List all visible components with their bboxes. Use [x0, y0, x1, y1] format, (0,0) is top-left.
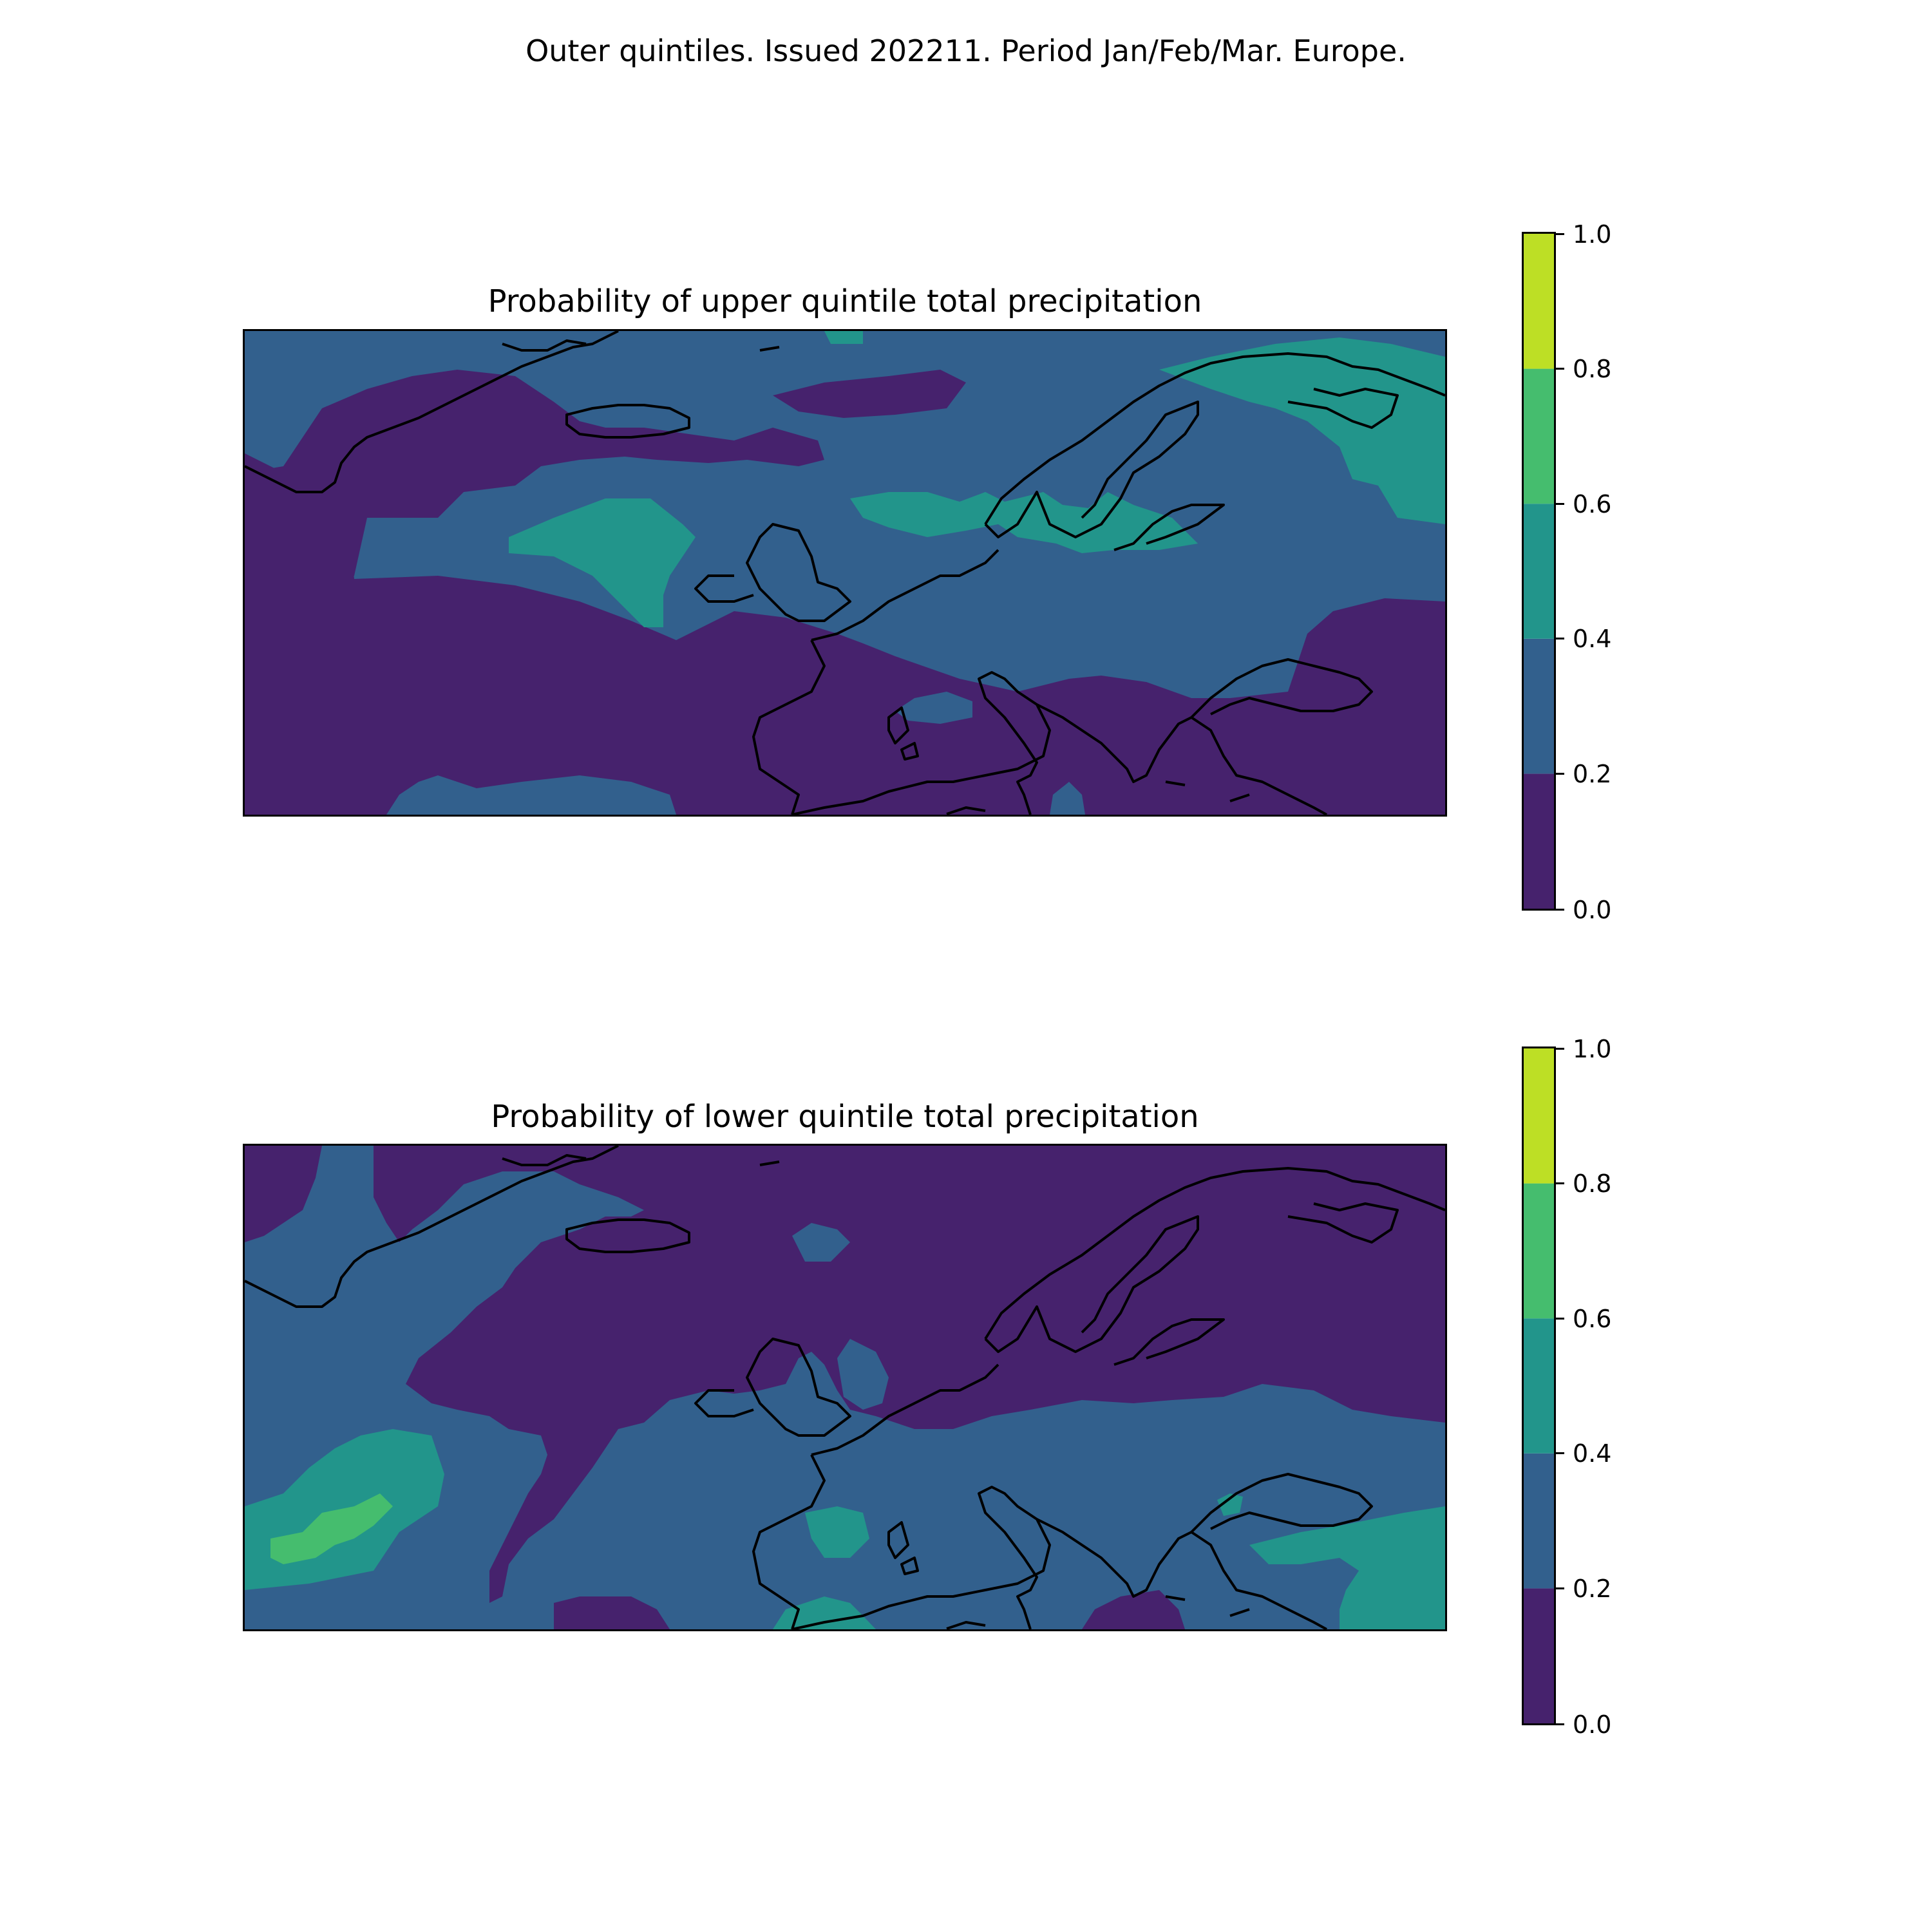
lower-quintile-map — [243, 1144, 1447, 1631]
upper-tick-0 — [1554, 909, 1564, 911]
lower-tick-5 — [1554, 1048, 1564, 1050]
lower-tick-label-4: 0.8 — [1573, 1170, 1612, 1198]
lower-class-2-turkey — [1249, 1506, 1445, 1629]
lower-class-1-faroe — [792, 1223, 850, 1262]
lower-tick-2 — [1554, 1452, 1564, 1454]
lower-panel-title: Probability of lower quintile total prec… — [491, 1099, 1199, 1135]
upper-tick-label-3: 0.6 — [1573, 490, 1612, 518]
upper-coastlines — [245, 331, 1445, 815]
lower-cbar-seg-1 — [1524, 1453, 1554, 1589]
lower-tick-label-3: 0.6 — [1573, 1305, 1612, 1333]
lower-cbar-seg-2 — [1524, 1318, 1554, 1454]
upper-colorbar — [1522, 232, 1556, 911]
upper-cbar-seg-3 — [1524, 368, 1554, 504]
lower-tick-label-5: 1.0 — [1573, 1035, 1612, 1063]
upper-panel-title: Probability of upper quintile total prec… — [488, 283, 1202, 319]
upper-tick-2 — [1554, 638, 1564, 639]
lower-class-0-south — [554, 1596, 670, 1629]
upper-cbar-seg-4 — [1524, 234, 1554, 369]
lower-class-3-atlantic-core — [270, 1493, 393, 1564]
upper-tick-1 — [1554, 773, 1564, 775]
lower-cbar-seg-0 — [1524, 1588, 1554, 1723]
upper-class-2-northeast — [1159, 337, 1445, 524]
lower-tick-4 — [1554, 1182, 1564, 1184]
lower-cbar-seg-3 — [1524, 1183, 1554, 1319]
upper-class-1-italy — [895, 692, 972, 724]
lower-class-1-uk — [837, 1339, 889, 1410]
upper-class-2-atlantic — [509, 498, 696, 627]
lower-class-0-north — [374, 1146, 1445, 1603]
lower-class-2-north-africa — [773, 1596, 876, 1629]
upper-cbar-seg-0 — [1524, 773, 1554, 909]
lower-class-0-east — [1082, 1590, 1185, 1629]
upper-class-1-adriatic — [1050, 782, 1085, 815]
figure-title: Outer quintiles. Issued 202211. Period J… — [526, 33, 1406, 68]
upper-class-0-norwegian-sea — [773, 370, 966, 418]
lower-tick-1 — [1554, 1587, 1564, 1589]
upper-tick-label-4: 0.8 — [1573, 355, 1612, 383]
upper-class-2-north-sea — [850, 492, 1198, 553]
lower-class-0-greenland-edge — [245, 1146, 322, 1242]
upper-class-2-small-north — [824, 331, 863, 344]
upper-tick-label-5: 1.0 — [1573, 220, 1612, 249]
lower-tick-label-1: 0.2 — [1573, 1575, 1612, 1603]
upper-class-0-greenland — [245, 370, 824, 576]
lower-colorbar — [1522, 1046, 1556, 1725]
lower-class-2-balkans — [1217, 1493, 1243, 1516]
upper-tick-4 — [1554, 368, 1564, 370]
lower-class-2-gibraltar — [805, 1506, 869, 1558]
upper-tick-label-0: 0.0 — [1573, 896, 1612, 924]
upper-tick-3 — [1554, 503, 1564, 505]
lower-cbar-seg-4 — [1524, 1048, 1554, 1184]
upper-tick-label-2: 0.4 — [1573, 625, 1612, 653]
upper-cbar-seg-2 — [1524, 504, 1554, 639]
upper-class-1-south — [386, 775, 676, 815]
upper-tick-5 — [1554, 233, 1564, 235]
lower-tick-label-2: 0.4 — [1573, 1439, 1612, 1468]
lower-tick-label-0: 0.0 — [1573, 1710, 1612, 1739]
lower-coastlines — [245, 1146, 1445, 1629]
upper-cbar-seg-1 — [1524, 638, 1554, 774]
upper-quintile-map — [243, 329, 1447, 817]
lower-tick-3 — [1554, 1318, 1564, 1320]
lower-tick-0 — [1554, 1723, 1564, 1725]
upper-tick-label-1: 0.2 — [1573, 760, 1612, 788]
